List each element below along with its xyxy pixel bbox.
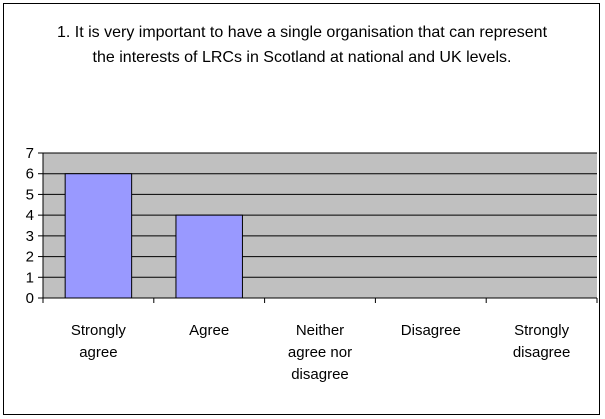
y-tick-label: 7 bbox=[26, 145, 34, 162]
chart-frame bbox=[3, 3, 600, 415]
x-tick-label: Neither agree nor disagree bbox=[287, 322, 353, 383]
x-tick-label: Disagree bbox=[400, 322, 461, 339]
x-tick-label: Strongly disagree bbox=[512, 322, 571, 361]
chart-title: 1. It is very important to have a single… bbox=[56, 24, 548, 66]
bar bbox=[64, 173, 133, 299]
plot-area bbox=[43, 153, 597, 298]
y-tick-label: 4 bbox=[26, 207, 34, 224]
x-tick-label: Strongly agree bbox=[70, 322, 126, 361]
bar bbox=[175, 214, 243, 299]
y-tick-label: 0 bbox=[26, 290, 34, 307]
x-tick-label: Agree bbox=[189, 322, 230, 339]
y-tick-label: 5 bbox=[26, 186, 34, 203]
y-tick-label: 2 bbox=[26, 249, 34, 266]
y-tick-label: 6 bbox=[26, 166, 34, 183]
y-tick-label: 3 bbox=[26, 228, 34, 245]
y-tick-label: 1 bbox=[26, 269, 34, 286]
